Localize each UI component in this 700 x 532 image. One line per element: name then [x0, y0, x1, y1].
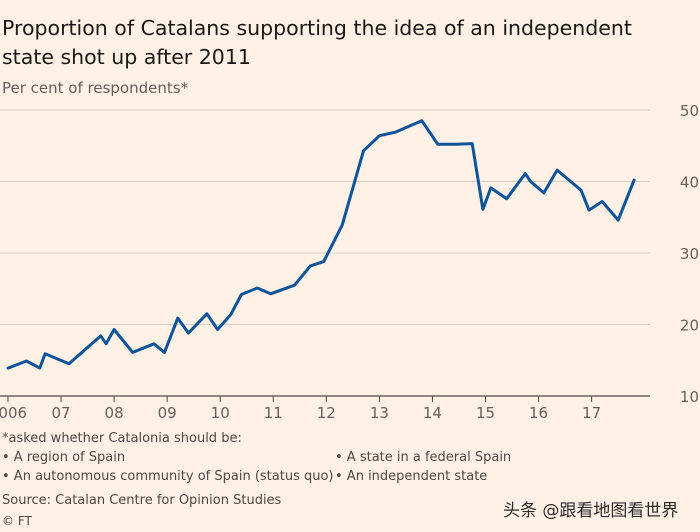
data-point [86, 346, 89, 349]
data-point [362, 149, 365, 152]
data-point [113, 328, 116, 331]
data-point [455, 143, 458, 146]
data-point [601, 200, 604, 203]
data-point [309, 264, 312, 267]
data-point [229, 313, 232, 316]
x-tick-label-10: 10 [211, 404, 230, 422]
data-point [481, 208, 484, 211]
data-point [7, 367, 10, 370]
data-point [131, 351, 134, 354]
data-point [542, 191, 545, 194]
x-tick-label-12: 12 [317, 404, 336, 422]
data-point [256, 287, 259, 290]
footnote-option-independent: • An independent state [335, 469, 488, 484]
y-tick-label-20: 20 [680, 317, 699, 335]
data-point [187, 332, 190, 335]
data-point [505, 197, 508, 200]
chart-title: Proportion of Catalans supporting the id… [2, 16, 632, 69]
x-tick-label-2006: 2006 [0, 404, 27, 422]
data-point [633, 179, 636, 182]
watermark: 头条 @跟看地图看世界 [503, 501, 679, 521]
x-tick-label-07: 07 [51, 404, 70, 422]
copyright: © FT [2, 514, 32, 528]
x-tick-label-11: 11 [264, 404, 283, 422]
x-tick-label-16: 16 [529, 404, 548, 422]
data-point [152, 342, 155, 345]
data-point [588, 209, 591, 212]
series-line-independent-state [6, 119, 636, 370]
x-tick-label-17: 17 [582, 404, 601, 422]
data-point [163, 351, 166, 354]
data-point [378, 134, 381, 137]
data-point [269, 292, 272, 295]
data-point [25, 360, 28, 363]
y-tick-label-10: 10 [680, 388, 699, 406]
footnote-option-federal: • A state in a federal Spain [335, 450, 512, 465]
x-tick-label-13: 13 [370, 404, 389, 422]
x-tick-label-08: 08 [105, 404, 124, 422]
data-point [529, 180, 532, 183]
data-point [394, 131, 397, 134]
data-point [322, 260, 325, 263]
data-point [617, 219, 620, 222]
data-point [420, 119, 423, 122]
data-point [580, 189, 583, 192]
data-point [524, 172, 527, 175]
data-point [38, 367, 41, 370]
source-note: Source: Catalan Centre for Opinion Studi… [2, 493, 282, 508]
data-point [489, 186, 492, 189]
data-point [216, 328, 219, 331]
data-point [436, 143, 439, 146]
data-point [44, 352, 47, 355]
data-point [105, 342, 108, 345]
data-point [341, 224, 344, 227]
data-point [68, 362, 71, 365]
chart-subtitle: Per cent of respondents* [2, 79, 189, 97]
footnote-option-region: • A region of Spain [2, 450, 126, 465]
data-point [205, 312, 208, 315]
footnote-option-autonomous: • An autonomous community of Spain (stat… [2, 469, 334, 484]
data-point [240, 293, 243, 296]
line-chart: 10 20 30 40 50 2006 07 08 09 10 11 12 13 14 15 16 17 [0, 102, 699, 422]
data-point [556, 169, 559, 172]
data-point [293, 284, 296, 287]
y-tick-label-30: 30 [680, 245, 699, 263]
y-tick-label-50: 50 [680, 102, 699, 120]
x-tick-label-09: 09 [158, 404, 177, 422]
data-point [99, 334, 102, 337]
footnote-intro: *asked whether Catalonia should be: [2, 431, 242, 446]
data-point [471, 142, 474, 145]
x-tick-label-14: 14 [423, 404, 442, 422]
y-tick-label-40: 40 [680, 174, 699, 192]
x-tick-label-15: 15 [476, 404, 495, 422]
data-point [176, 317, 179, 320]
